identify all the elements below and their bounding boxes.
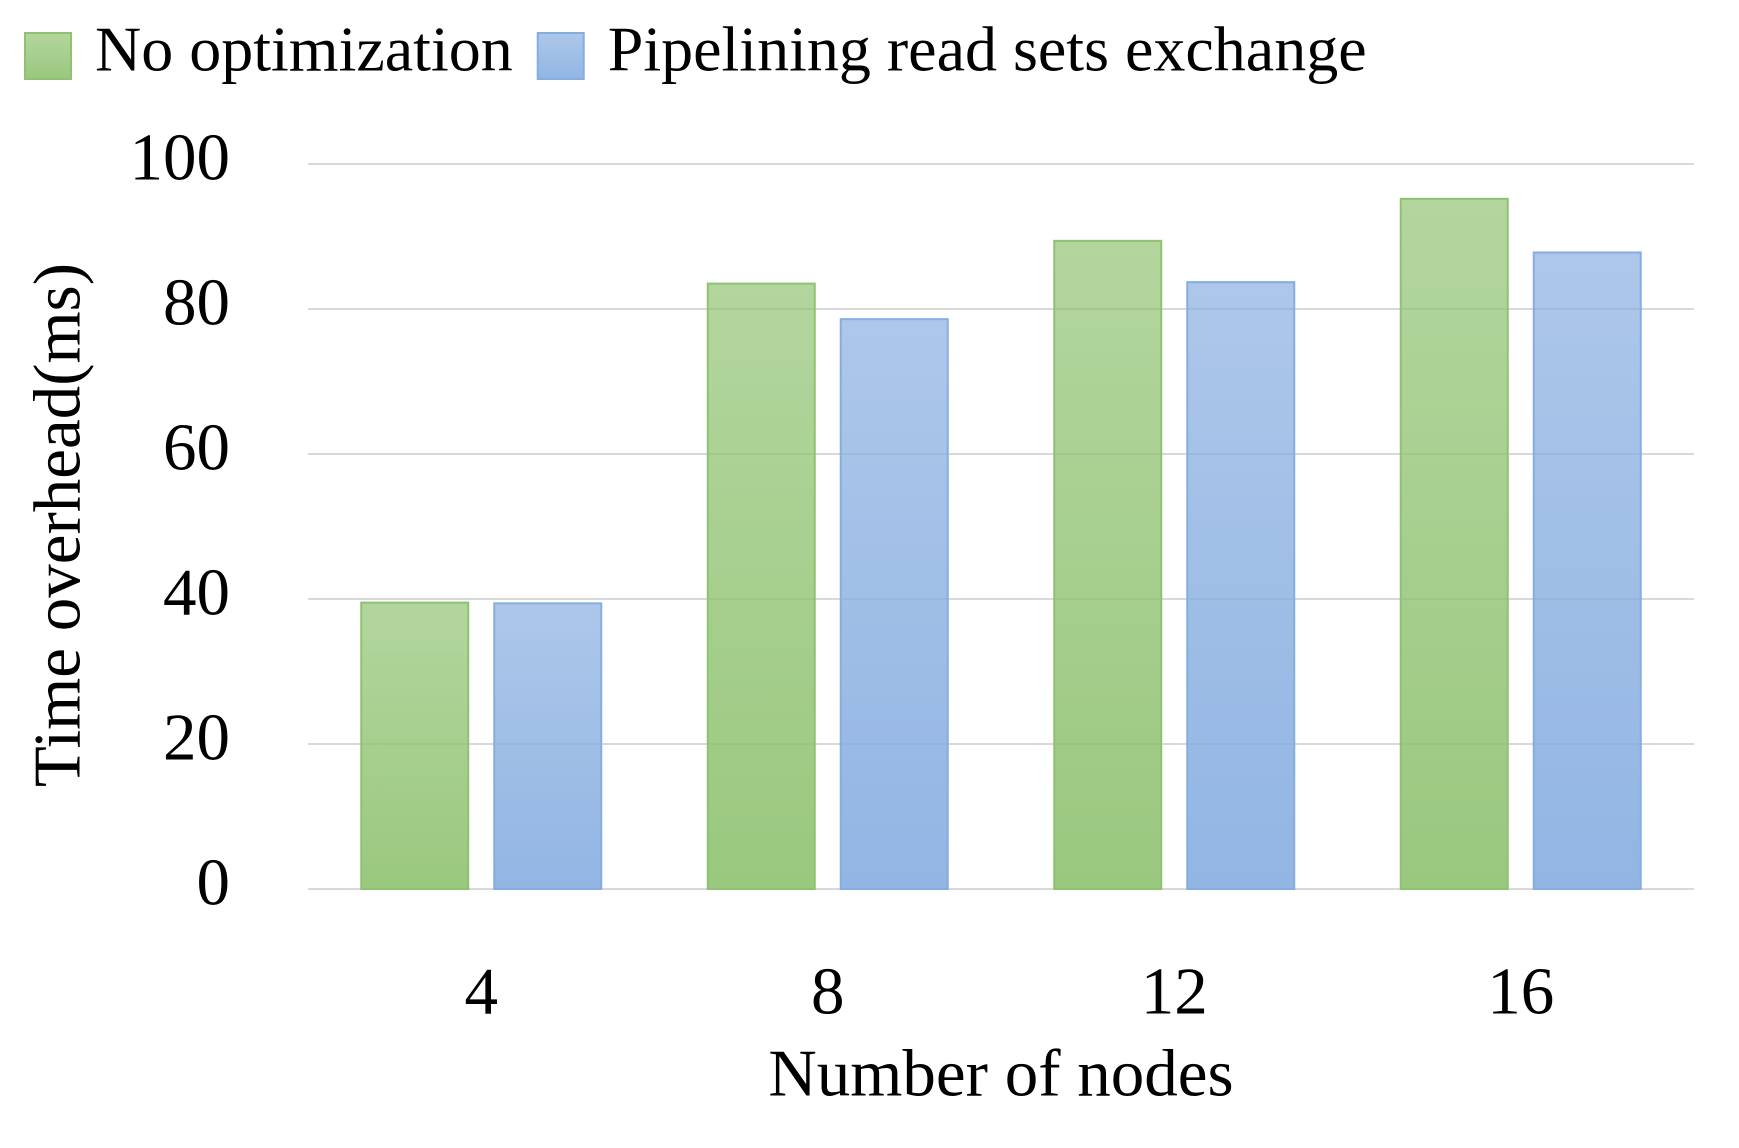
bar bbox=[1186, 281, 1296, 890]
x-tick-label: 8 bbox=[811, 954, 845, 1028]
bar bbox=[1399, 197, 1509, 891]
y-tick-label: 100 bbox=[130, 120, 231, 194]
bar bbox=[1532, 251, 1642, 890]
y-axis-title: Time overhead(ms) bbox=[20, 263, 94, 787]
y-tick-label: 80 bbox=[163, 265, 230, 339]
legend-swatch bbox=[536, 32, 585, 80]
y-tick-label: 20 bbox=[163, 700, 230, 774]
x-axis-title: Number of nodes bbox=[768, 1036, 1233, 1110]
bar bbox=[360, 601, 470, 890]
x-tick-label: 12 bbox=[1141, 954, 1208, 1028]
x-tick-label: 4 bbox=[465, 954, 499, 1028]
x-tick-label: 16 bbox=[1487, 954, 1554, 1028]
y-tick-label: 0 bbox=[197, 845, 231, 919]
y-tick-label: 40 bbox=[163, 555, 230, 629]
bar bbox=[1053, 239, 1163, 891]
legend-label: Pipelining read sets exchange bbox=[608, 14, 1367, 85]
legend-label: No optimization bbox=[95, 14, 513, 85]
y-tick-label: 60 bbox=[163, 410, 230, 484]
bar bbox=[706, 282, 816, 890]
legend-swatch bbox=[24, 32, 72, 80]
bar bbox=[493, 602, 603, 890]
bar bbox=[839, 318, 949, 890]
